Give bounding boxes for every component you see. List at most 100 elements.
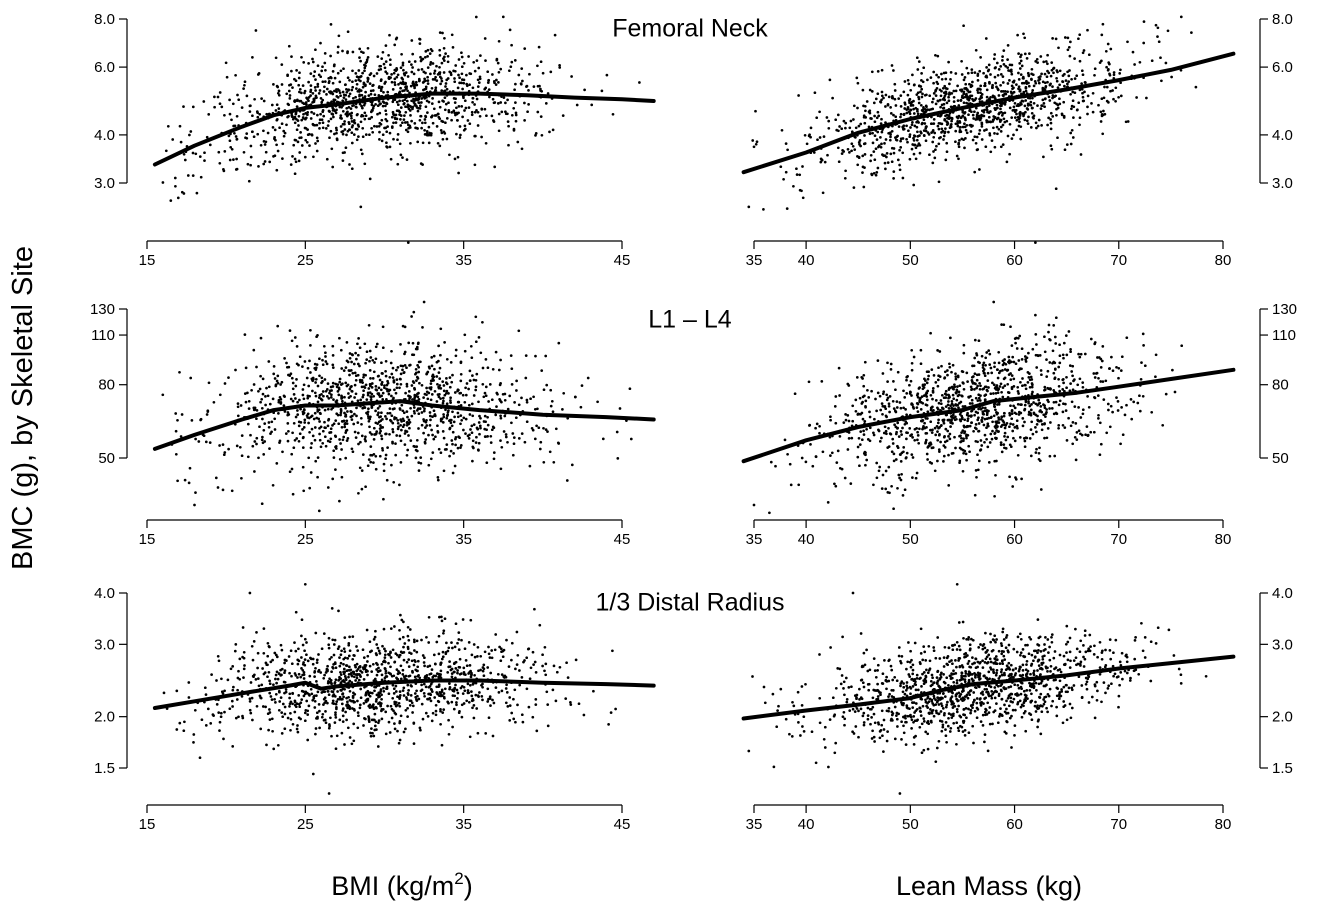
data-point	[255, 436, 259, 440]
data-point	[515, 389, 518, 392]
data-point	[1076, 383, 1080, 387]
data-point	[973, 170, 977, 174]
data-point	[782, 177, 785, 181]
data-point	[471, 374, 474, 377]
data-point	[407, 60, 411, 64]
data-point	[298, 136, 301, 140]
data-point	[984, 37, 988, 40]
data-point	[1044, 415, 1047, 418]
data-point	[313, 438, 317, 442]
data-point	[436, 424, 439, 428]
data-point	[1143, 364, 1147, 368]
data-point	[868, 426, 872, 430]
data-point	[320, 381, 323, 385]
data-point	[883, 405, 887, 409]
data-point	[975, 115, 979, 119]
data-point	[376, 413, 380, 417]
data-point	[1141, 332, 1145, 336]
data-point	[503, 398, 507, 402]
data-point	[524, 376, 528, 380]
data-point	[316, 333, 319, 337]
data-point	[892, 69, 895, 72]
data-point	[965, 123, 969, 127]
data-point	[346, 51, 349, 55]
data-point	[311, 57, 314, 61]
data-point	[885, 393, 889, 397]
data-point	[1031, 347, 1035, 351]
data-point	[483, 427, 487, 431]
data-point	[978, 69, 982, 73]
data-point	[886, 361, 889, 365]
data-point	[901, 151, 905, 155]
data-point	[858, 396, 862, 400]
data-point	[502, 430, 506, 433]
data-point	[331, 424, 334, 427]
data-point	[316, 139, 320, 143]
data-point	[801, 196, 805, 200]
data-point	[477, 400, 480, 404]
data-point	[366, 80, 370, 83]
data-point	[941, 129, 945, 133]
data-point	[344, 83, 347, 86]
data-point	[967, 395, 970, 399]
data-point	[936, 99, 940, 103]
data-point	[1055, 102, 1058, 106]
data-point	[996, 132, 999, 136]
data-point	[899, 105, 903, 108]
data-point	[354, 436, 358, 439]
data-point	[445, 402, 449, 406]
data-point	[253, 440, 257, 443]
data-point	[1056, 70, 1059, 74]
data-point	[908, 97, 912, 101]
data-point	[1006, 134, 1010, 138]
data-point	[423, 55, 427, 59]
data-point	[1135, 96, 1138, 99]
data-point	[464, 393, 468, 397]
data-point	[986, 424, 990, 427]
data-point	[939, 402, 943, 406]
data-point	[436, 112, 440, 116]
data-point	[1154, 353, 1158, 357]
data-point	[999, 145, 1003, 149]
data-point	[321, 110, 325, 114]
data-point	[521, 79, 524, 83]
data-point	[411, 80, 415, 84]
data-point	[283, 410, 287, 413]
data-point	[1041, 80, 1045, 84]
data-point	[899, 406, 903, 410]
data-point	[965, 131, 969, 135]
data-point	[549, 404, 553, 408]
data-point	[846, 414, 850, 417]
data-point	[982, 387, 986, 390]
data-point	[952, 105, 956, 108]
data-point	[975, 427, 978, 431]
data-point	[970, 402, 974, 405]
data-point	[314, 78, 317, 81]
data-point	[264, 150, 268, 154]
data-point	[490, 398, 494, 402]
data-point	[345, 106, 349, 110]
data-point	[1108, 73, 1112, 77]
data-point	[870, 90, 874, 93]
data-point	[183, 158, 187, 162]
data-point	[463, 99, 467, 103]
data-point	[359, 59, 362, 63]
data-point	[1095, 371, 1099, 375]
data-point	[493, 165, 497, 169]
data-point	[262, 428, 266, 432]
data-point	[1064, 79, 1068, 82]
data-point	[444, 381, 448, 384]
data-point	[985, 417, 989, 421]
data-point	[335, 108, 338, 112]
data-point	[862, 104, 865, 108]
data-point	[339, 94, 342, 98]
data-point	[525, 398, 529, 402]
data-point	[903, 80, 907, 83]
data-point	[504, 110, 507, 114]
data-point	[919, 408, 923, 411]
data-point	[885, 152, 889, 155]
data-point	[1061, 423, 1065, 427]
data-point	[289, 372, 293, 376]
data-point	[894, 432, 898, 436]
data-point	[1036, 418, 1039, 422]
